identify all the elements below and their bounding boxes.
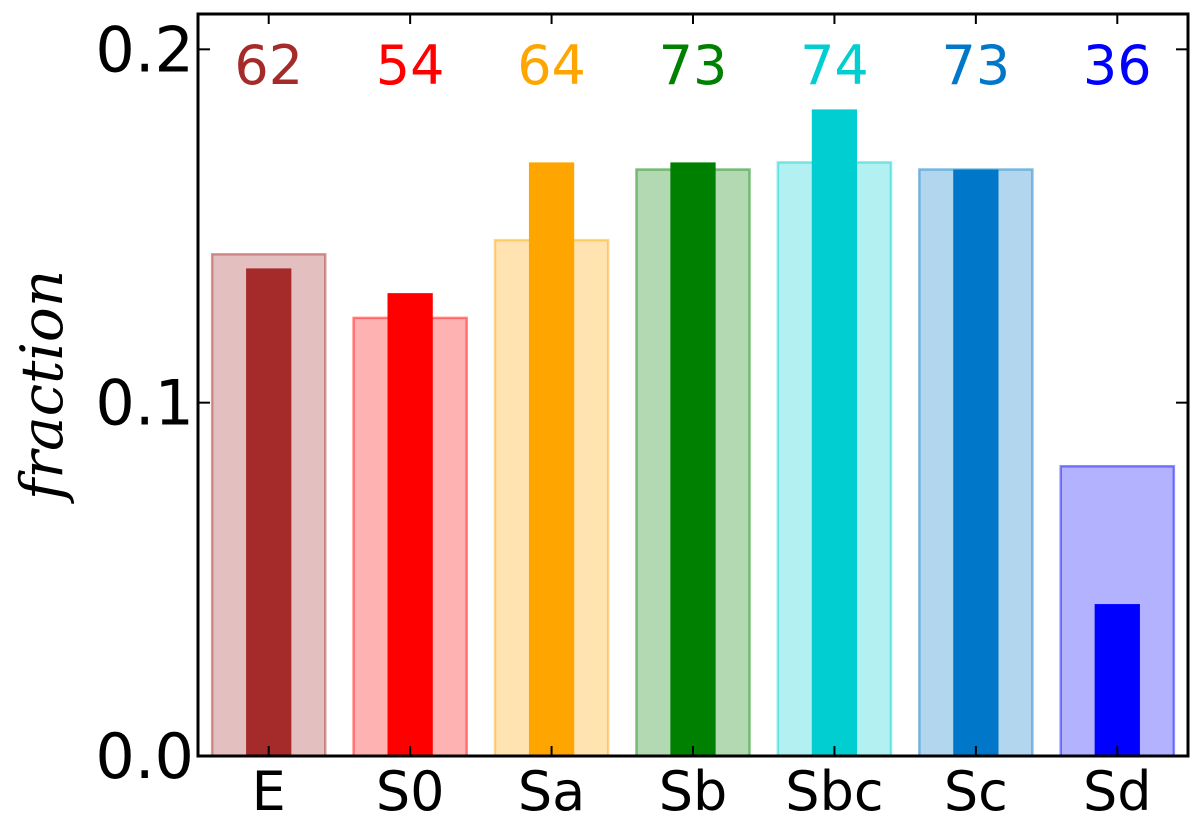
- count-label-sd: 36: [1083, 34, 1152, 97]
- y-axis-label: fraction: [8, 270, 76, 504]
- x-tick-label-e: E: [252, 760, 286, 816]
- y-tick-label: 0.2: [95, 13, 194, 86]
- count-label-sc: 73: [941, 34, 1010, 97]
- axis-ticks: [198, 14, 1188, 757]
- bar-narrow-sb: [670, 162, 716, 756]
- y-tick-label: 0.1: [95, 367, 194, 440]
- bar-narrow-sd: [1094, 604, 1140, 756]
- count-labels: 62 54 64 73 74 73 36: [234, 34, 1151, 97]
- x-tick-label-sc: Sc: [944, 760, 1008, 816]
- bar-narrow-sc: [953, 169, 999, 756]
- x-tick-label-s0: S0: [376, 760, 445, 816]
- count-label-sb: 73: [659, 34, 728, 97]
- count-label-s0: 54: [376, 34, 445, 97]
- count-label-sbc: 74: [800, 34, 869, 97]
- x-tick-label-sa: Sa: [518, 760, 585, 816]
- x-tick-label-sbc: Sbc: [785, 760, 883, 816]
- bar-narrow-e: [246, 268, 292, 756]
- bar-narrow-sbc: [811, 109, 858, 756]
- plot-frame: [196, 12, 1190, 758]
- bar-narrow-sa: [528, 162, 575, 756]
- x-tick-label-sb: Sb: [659, 760, 728, 816]
- y-tick-label: 0.0: [95, 720, 194, 793]
- count-label-sa: 64: [517, 34, 586, 97]
- count-label-e: 62: [234, 34, 303, 97]
- bars-narrow-series: [246, 109, 1140, 756]
- x-tick-label-sd: Sd: [1083, 760, 1152, 816]
- y-tick-labels: 0.0 0.1 0.2: [95, 13, 194, 793]
- bar-narrow-s0: [387, 293, 433, 756]
- x-category-labels: E S0 Sa Sb Sbc Sc Sd: [252, 760, 1152, 816]
